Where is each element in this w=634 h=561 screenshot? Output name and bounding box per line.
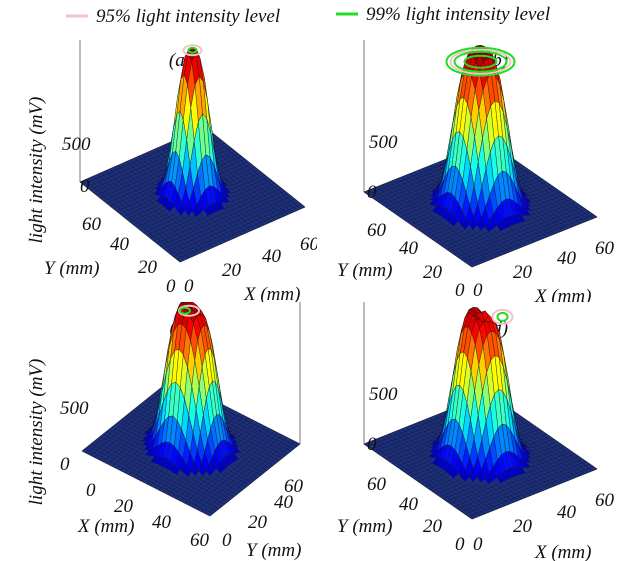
y-tick-60: 60 <box>82 214 102 235</box>
contour-99 <box>187 46 198 54</box>
y-tick-20: 20 <box>138 257 158 278</box>
surface-mesh <box>81 302 301 517</box>
y-axis-label: Y (mm) <box>246 540 301 561</box>
surface-plot-a: (a) light intensity (mV) 500 0 60 40 20 … <box>26 40 317 302</box>
x-tick-20: 20 <box>222 260 242 281</box>
surface-mesh <box>363 302 598 520</box>
x-tick-60: 60 <box>595 490 615 511</box>
contour-99-core <box>463 54 498 69</box>
z-tick-500: 500 <box>369 384 398 405</box>
surface-plot-c: (c) light intensity (mV) 500 0 0 20 40 6… <box>26 302 304 561</box>
surface-cell <box>468 262 477 268</box>
surface-cell <box>205 511 214 517</box>
x-tick-0: 0 <box>184 276 194 297</box>
surface-plot-b: (b) 500 0 60 40 20 0 0 20 40 60 Y (mm) X… <box>337 40 615 302</box>
z-tick-0: 0 <box>367 434 377 455</box>
y-tick-40: 40 <box>110 234 130 255</box>
x-tick-20: 20 <box>513 516 533 537</box>
x-tick-40: 40 <box>557 248 577 269</box>
y-axis-label: Y (mm) <box>337 260 392 281</box>
x-tick-20: 20 <box>513 262 533 283</box>
z-tick-500: 500 <box>62 134 91 155</box>
x-tick-0: 0 <box>473 534 483 555</box>
z-axis-label: light intensity (mV) <box>26 359 47 506</box>
y-tick-20: 20 <box>248 512 268 533</box>
contour-99 <box>179 306 191 315</box>
y-tick-40: 40 <box>274 492 294 513</box>
z-tick-0: 0 <box>60 454 70 475</box>
contour-99 <box>445 46 516 77</box>
x-axis-label: X (mm) <box>77 516 134 537</box>
y-tick-20: 20 <box>423 516 443 537</box>
y-tick-0: 0 <box>455 280 465 301</box>
y-tick-40: 40 <box>399 494 419 515</box>
x-tick-60: 60 <box>300 234 317 255</box>
x-tick-60: 60 <box>190 530 210 551</box>
contour-95 <box>449 48 512 75</box>
z-tick-0: 0 <box>80 176 90 197</box>
contour-95 <box>182 44 203 57</box>
x-tick-0: 0 <box>473 280 483 301</box>
surface-cell <box>468 514 477 520</box>
surface-plot-d: (d) 500 0 60 40 20 0 0 20 40 60 Y (mm) X… <box>337 302 615 561</box>
contour-99 <box>496 311 509 322</box>
x-tick-60: 60 <box>595 238 615 259</box>
legend: 95% light intensity level 99% light inte… <box>66 4 550 27</box>
x-tick-40: 40 <box>152 512 172 533</box>
y-tick-20: 20 <box>423 262 443 283</box>
y-axis-label: Y (mm) <box>44 258 99 279</box>
contour-95 <box>491 308 514 325</box>
y-tick-60: 60 <box>284 476 304 497</box>
y-tick-0: 0 <box>455 534 465 555</box>
y-tick-60: 60 <box>367 220 387 241</box>
surface-cell <box>176 257 185 263</box>
x-axis-label: X (mm) <box>243 284 300 302</box>
x-tick-40: 40 <box>262 246 282 267</box>
y-tick-0: 0 <box>222 530 232 551</box>
x-tick-0: 0 <box>86 480 96 501</box>
z-tick-500: 500 <box>369 132 398 153</box>
x-axis-label: X (mm) <box>534 542 591 561</box>
z-axis-label: light intensity (mV) <box>26 97 47 244</box>
legend-label-95: 95% light intensity level <box>96 6 280 27</box>
surface-mesh <box>79 40 306 263</box>
x-axis-label: X (mm) <box>534 286 591 302</box>
y-tick-60: 60 <box>367 474 387 495</box>
x-tick-40: 40 <box>557 502 577 523</box>
z-tick-0: 0 <box>367 182 377 203</box>
y-tick-0: 0 <box>166 276 176 297</box>
contour-99-inner <box>453 50 508 73</box>
y-axis-label: Y (mm) <box>337 516 392 537</box>
surface-mesh <box>363 40 598 268</box>
y-tick-40: 40 <box>399 238 419 259</box>
x-tick-20: 20 <box>114 496 134 517</box>
legend-label-99: 99% light intensity level <box>366 4 550 25</box>
z-tick-500: 500 <box>60 398 89 419</box>
